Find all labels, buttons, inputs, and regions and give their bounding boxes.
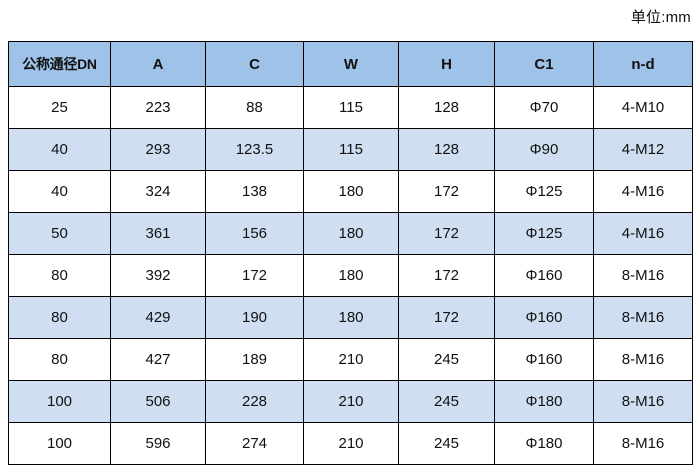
cell-c: 172: [205, 254, 304, 297]
cell-h: 172: [398, 296, 495, 339]
cell-dn: 25: [8, 86, 111, 129]
table-row: 100 506 228 210 245 Φ180 8-M16: [8, 380, 693, 423]
cell-c: 88: [205, 86, 304, 129]
cell-dn: 100: [8, 380, 111, 423]
cell-c1: Φ70: [494, 86, 594, 129]
unit-note: 单位:mm: [630, 9, 691, 26]
cell-dn: 50: [8, 212, 111, 255]
cell-a: 324: [110, 170, 206, 213]
column-header-a: A: [110, 41, 206, 87]
cell-w: 210: [303, 338, 399, 381]
cell-nd: 4-M16: [593, 170, 693, 213]
table-row: 25 223 88 115 128 Φ70 4-M10: [8, 86, 693, 129]
column-header-dn: 公称通径DN: [8, 41, 111, 87]
cell-a: 506: [110, 380, 206, 423]
cell-c1: Φ125: [494, 170, 594, 213]
cell-dn: 80: [8, 254, 111, 297]
cell-h: 172: [398, 212, 495, 255]
cell-w: 180: [303, 170, 399, 213]
cell-c1: Φ125: [494, 212, 594, 255]
cell-nd: 8-M16: [593, 254, 693, 297]
table-row: 50 361 156 180 172 Φ125 4-M16: [8, 212, 693, 255]
cell-h: 128: [398, 128, 495, 171]
cell-c: 228: [205, 380, 304, 423]
cell-a: 223: [110, 86, 206, 129]
column-header-nd: n-d: [593, 41, 693, 87]
column-header-h: H: [398, 41, 495, 87]
cell-h: 245: [398, 380, 495, 423]
cell-dn: 40: [8, 170, 111, 213]
cell-nd: 4-M10: [593, 86, 693, 129]
column-header-c1: C1: [494, 41, 594, 87]
cell-c: 190: [205, 296, 304, 339]
table-row: 40 293 123.5 115 128 Φ90 4-M12: [8, 128, 693, 171]
table-body: 25 223 88 115 128 Φ70 4-M10 40 293 123.5…: [8, 86, 693, 465]
cell-h: 172: [398, 254, 495, 297]
header-row: 公称通径DN A C W H C1 n-d: [8, 41, 693, 87]
cell-c1: Φ160: [494, 338, 594, 381]
cell-h: 172: [398, 170, 495, 213]
dimension-spec-table: 公称通径DN A C W H C1 n-d 25 223 88 115 128 …: [8, 41, 693, 465]
cell-c1: Φ180: [494, 380, 594, 423]
cell-w: 180: [303, 212, 399, 255]
cell-a: 361: [110, 212, 206, 255]
cell-c1: Φ90: [494, 128, 594, 171]
cell-nd: 4-M16: [593, 212, 693, 255]
cell-a: 429: [110, 296, 206, 339]
column-header-c: C: [205, 41, 304, 87]
cell-c: 123.5: [205, 128, 304, 171]
cell-c1: Φ160: [494, 296, 594, 339]
cell-c1: Φ160: [494, 254, 594, 297]
cell-a: 293: [110, 128, 206, 171]
table-row: 80 392 172 180 172 Φ160 8-M16: [8, 254, 693, 297]
cell-h: 245: [398, 338, 495, 381]
cell-c: 138: [205, 170, 304, 213]
table-header: 公称通径DN A C W H C1 n-d: [8, 41, 693, 87]
cell-dn: 80: [8, 296, 111, 339]
cell-c: 156: [205, 212, 304, 255]
cell-w: 180: [303, 296, 399, 339]
spec-table-wrapper: 公称通径DN A C W H C1 n-d 25 223 88 115 128 …: [8, 41, 693, 465]
cell-dn: 80: [8, 338, 111, 381]
table-row: 40 324 138 180 172 Φ125 4-M16: [8, 170, 693, 213]
spec-table-page: 单位:mm 公称通径DN A C W H C1 n-d 25: [8, 9, 693, 465]
cell-nd: 8-M16: [593, 338, 693, 381]
cell-a: 427: [110, 338, 206, 381]
table-row: 80 429 190 180 172 Φ160 8-M16: [8, 296, 693, 339]
cell-w: 210: [303, 380, 399, 423]
cell-w: 115: [303, 86, 399, 129]
cell-a: 392: [110, 254, 206, 297]
cell-dn: 40: [8, 128, 111, 171]
cell-w: 115: [303, 128, 399, 171]
table-row: 80 427 189 210 245 Φ160 8-M16: [8, 338, 693, 381]
column-header-w: W: [303, 41, 399, 87]
cell-c: 189: [205, 338, 304, 381]
cell-w: 180: [303, 254, 399, 297]
cell-nd: 8-M16: [593, 380, 693, 423]
cell-nd: 4-M12: [593, 128, 693, 171]
cell-h: 128: [398, 86, 495, 129]
cell-nd: 8-M16: [593, 296, 693, 339]
